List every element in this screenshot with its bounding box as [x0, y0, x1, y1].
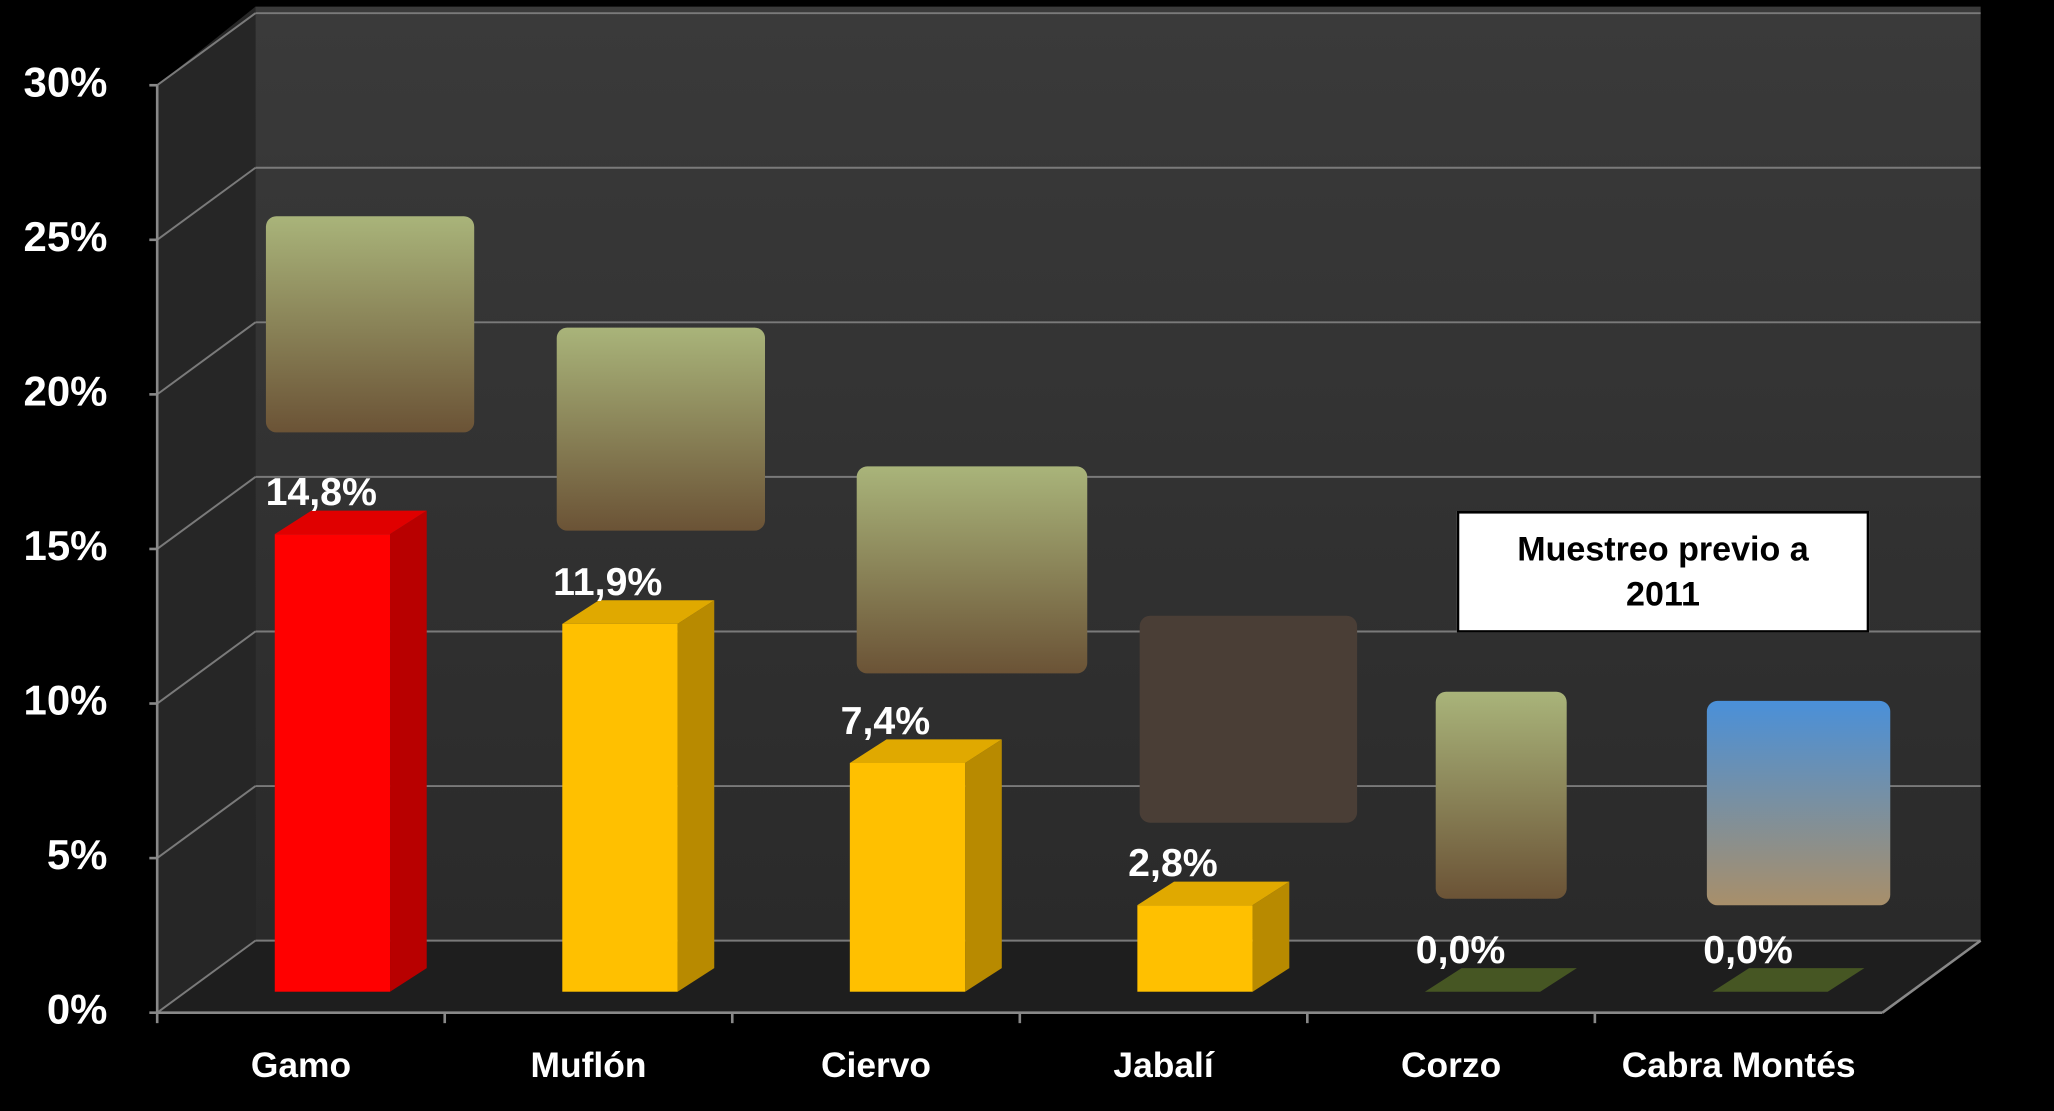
y-tick-label: 25% [24, 213, 108, 260]
data-label: 0,0% [1416, 928, 1506, 972]
bar-top [562, 600, 715, 624]
data-label: 11,9% [553, 560, 662, 604]
data-label: 0,0% [1703, 928, 1793, 972]
bar-top [1137, 881, 1290, 906]
side-wall [157, 6, 256, 1013]
bar [562, 623, 678, 992]
y-tick-label: 30% [24, 58, 108, 105]
x-tick-label: Muflón [531, 1046, 647, 1085]
bar [849, 762, 966, 992]
x-tick-label: Gamo [251, 1046, 351, 1085]
bar-top [1712, 968, 1865, 992]
y-tick-label: 0% [47, 986, 108, 1033]
x-tick-label: Corzo [1401, 1046, 1501, 1085]
annotation: Muestreo previo a 2011 [1456, 510, 1870, 633]
photo-muflon [556, 327, 766, 531]
photo-gamo [265, 216, 475, 433]
bar [274, 534, 391, 992]
data-label: 7,4% [841, 699, 931, 743]
bar-top [274, 510, 427, 535]
y-tick-label: 5% [47, 831, 108, 878]
x-tick-label: Jabalí [1113, 1046, 1214, 1085]
photo-jabali [1139, 615, 1358, 823]
bar-top [849, 739, 1002, 763]
data-label: 14,8% [266, 470, 377, 514]
annotation-box: Muestreo previo a 2011 [1456, 510, 1870, 633]
y-tick-label: 20% [24, 367, 108, 414]
grid-line [156, 166, 257, 241]
floor-edge [1881, 939, 1982, 1014]
bar-side [965, 739, 1002, 992]
bar-side [677, 600, 715, 992]
y-tick-label: 15% [24, 522, 108, 569]
photo-ciervo [856, 466, 1088, 674]
x-tick-label: Ciervo [821, 1046, 931, 1085]
bar-top [1424, 968, 1577, 992]
grid-line [156, 321, 257, 396]
photo-corzo [1435, 691, 1567, 899]
x-tick-label: Cabra Montés [1622, 1046, 1856, 1085]
grid-line [156, 630, 257, 705]
bar-side [390, 510, 427, 992]
bar [1137, 905, 1253, 992]
grid-line [156, 12, 257, 87]
photos [265, 216, 1891, 906]
photo-cabra [1706, 700, 1891, 906]
y-tick-label: 10% [24, 677, 108, 724]
grid-line [156, 476, 257, 550]
grid-line [156, 785, 257, 859]
grid-line [156, 939, 257, 1014]
data-label: 2,8% [1128, 841, 1218, 885]
bar-side [1252, 881, 1290, 992]
